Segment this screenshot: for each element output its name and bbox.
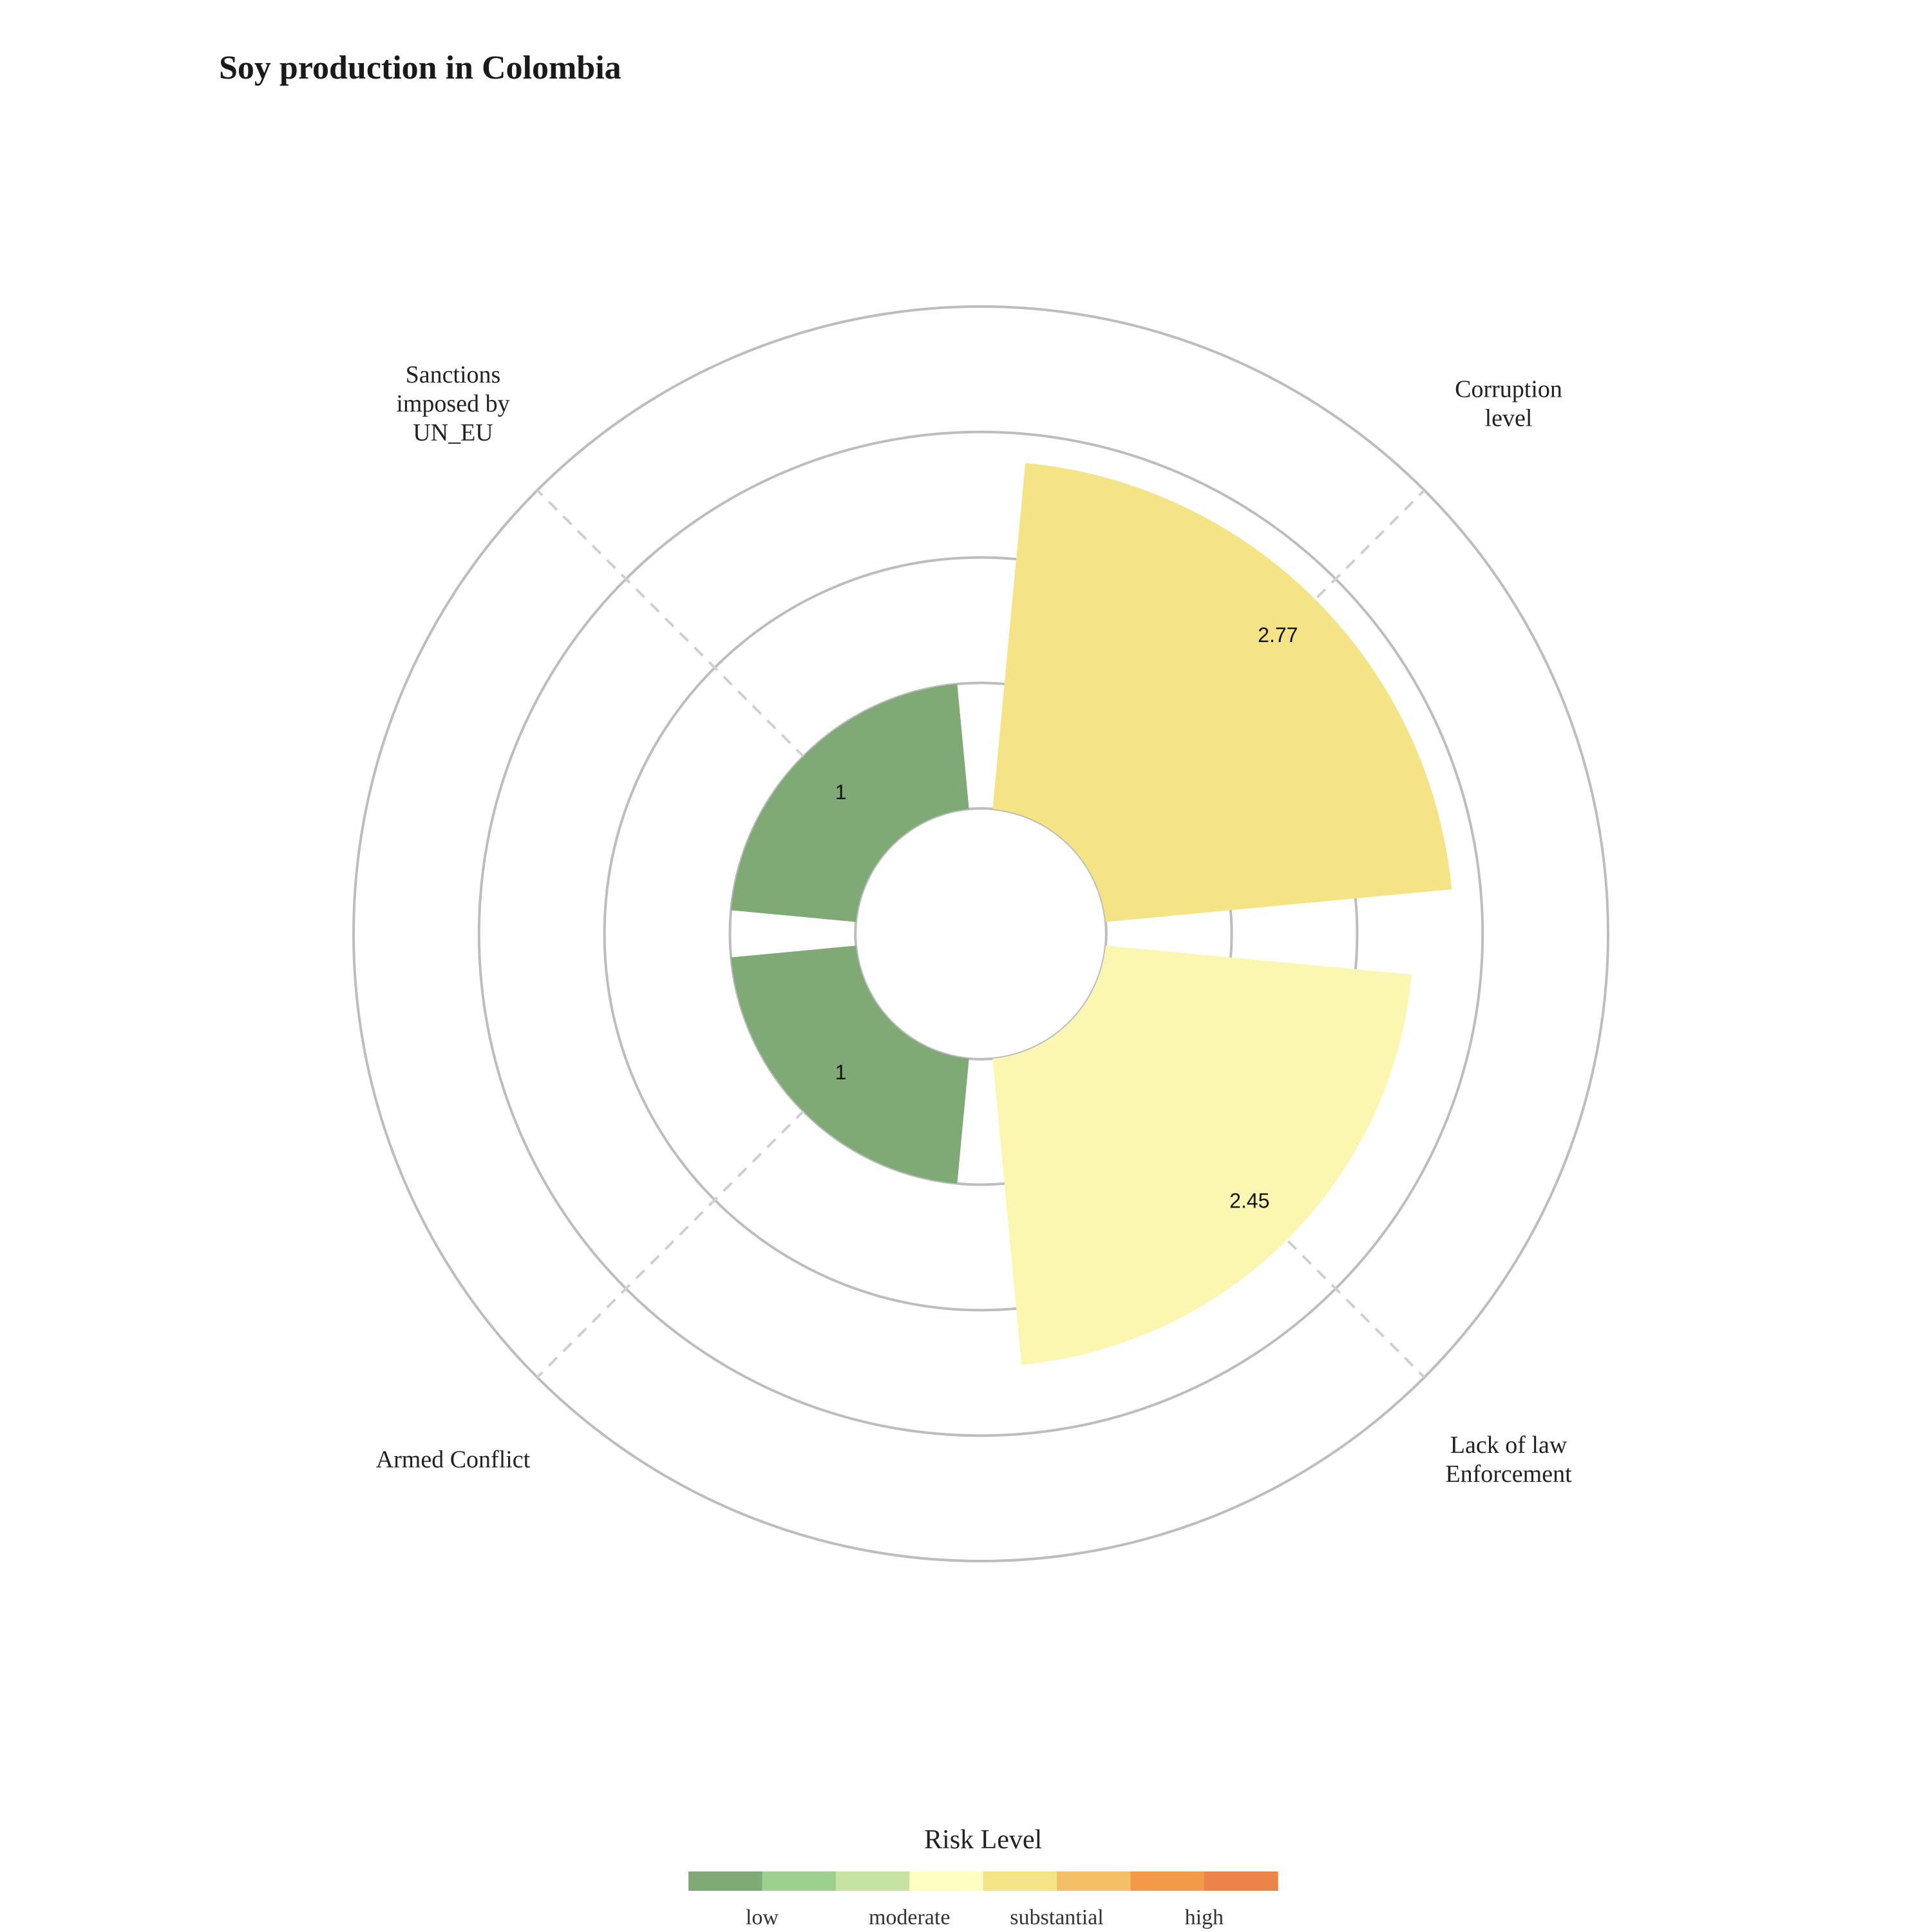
grid-circle-1	[728, 681, 1233, 1186]
bar-2	[731, 945, 969, 1184]
legend-swatch-7	[1204, 1871, 1278, 1891]
legend-label-3: high	[1185, 1906, 1224, 1929]
bars-layer	[731, 462, 1452, 1365]
bar-3	[731, 684, 969, 922]
legend-swatch-5	[1057, 1871, 1131, 1891]
category-label-3-line-1: imposed by	[396, 390, 509, 417]
value-label-2: 1	[835, 1061, 847, 1084]
grid-circle-3	[477, 430, 1484, 1437]
value-label-1: 2.45	[1229, 1189, 1269, 1213]
category-label-2-line-0: Armed Conflict	[376, 1446, 531, 1473]
bar-1	[992, 945, 1412, 1365]
legend: Risk Level low moderate substantial high	[688, 1825, 1278, 1929]
legend-swatch-0	[688, 1871, 762, 1891]
value-labels-layer: 2.77 2.45 1 1	[835, 623, 1298, 1213]
grid-circle-0	[854, 807, 1108, 1061]
category-label-0-line-1: level	[1485, 405, 1533, 432]
chart-title: Soy production in Colombia	[219, 50, 621, 86]
legend-label-0: low	[746, 1906, 779, 1929]
radial-grid	[352, 305, 1609, 1562]
legend-swatch-1	[762, 1871, 837, 1891]
legend-swatch-2	[835, 1871, 910, 1891]
grid-circle-4	[352, 305, 1609, 1562]
category-label-0-line-0: Corruption	[1455, 376, 1562, 403]
category-label-1-line-0: Lack of law	[1450, 1432, 1567, 1459]
value-label-0: 2.77	[1258, 623, 1298, 647]
category-label-1-line-1: Enforcement	[1445, 1461, 1572, 1488]
value-label-3: 1	[835, 781, 847, 804]
legend-label-1: moderate	[869, 1906, 951, 1929]
legend-swatch-3	[909, 1871, 984, 1891]
bar-0	[992, 462, 1452, 922]
category-label-3-line-0: Sanctions	[406, 361, 501, 388]
legend-title: Risk Level	[924, 1825, 1042, 1855]
legend-swatch-6	[1130, 1871, 1205, 1891]
legend-swatch-4	[983, 1871, 1057, 1891]
category-label-3-line-2: UN_EU	[413, 419, 493, 446]
legend-label-2: substantial	[1010, 1906, 1103, 1929]
grid-circle-2	[603, 556, 1359, 1312]
